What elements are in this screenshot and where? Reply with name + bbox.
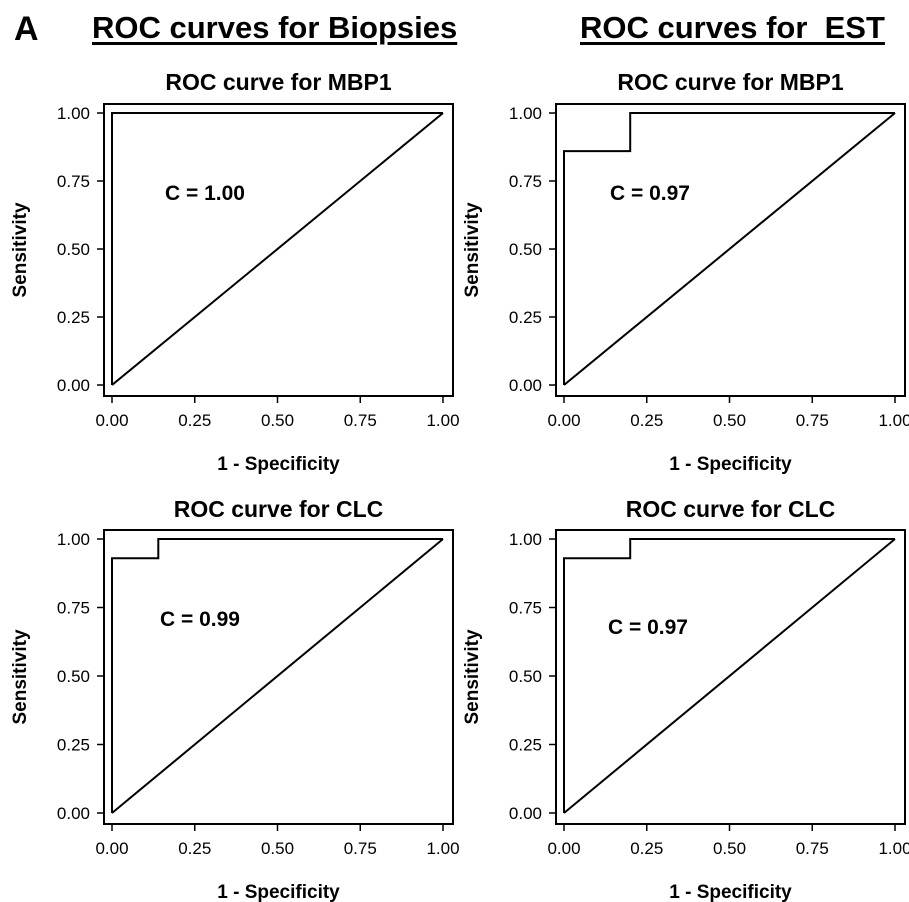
x-tick-label: 1.00 (426, 839, 459, 858)
x-tick-label: 0.50 (713, 411, 746, 430)
x-tick-label: 0.25 (178, 839, 211, 858)
y-tick-label: 0.00 (509, 376, 542, 395)
y-tick-label: 1.00 (509, 530, 542, 549)
x-tick-label: 0.75 (796, 839, 829, 858)
roc-curve-line (111, 538, 443, 813)
x-tick-label: 0.75 (344, 411, 377, 430)
x-tick-label: 0.25 (630, 411, 663, 430)
reference-diagonal-line (563, 538, 896, 814)
y-tick-label: 0.00 (509, 804, 542, 823)
roc-chart-1: ROC curve for MBP1 0.00 0.25 0.50 0.75 1.00 0.… (10, 69, 460, 475)
reference-diagonal-line (563, 112, 896, 386)
column-title-biopsies: ROC curves for Biopsies (92, 10, 458, 45)
y-tick-label: 0.75 (509, 172, 542, 191)
roc-chart-2: ROC curve for MBP1 0.00 0.25 0.50 0.75 1.00 0.… (462, 69, 909, 475)
x-tick-label: 1.00 (878, 411, 909, 430)
column-title-est: ROC curves for EST (580, 10, 885, 45)
plot-title: ROC curve for MBP1 (165, 69, 391, 95)
plot-title: ROC curve for MBP1 (617, 69, 843, 95)
y-tick-label: 0.25 (509, 736, 542, 755)
x-axis-label: 1 - Specificity (217, 454, 340, 475)
auc-annotation: C = 1.00 (165, 182, 245, 205)
y-tick-label: 0.00 (57, 804, 90, 823)
auc-annotation: C = 0.99 (160, 608, 240, 631)
y-tick-label: 0.75 (57, 599, 90, 618)
y-tick-label: 0.50 (57, 667, 90, 686)
roc-curve-line (563, 112, 895, 385)
auc-annotation: C = 0.97 (608, 616, 688, 639)
auc-annotation: C = 0.97 (610, 182, 690, 205)
roc-chart-3: ROC curve for CLC 0.00 0.25 0.50 0.75 1.00 0.0… (10, 496, 460, 902)
y-tick-label: 0.25 (57, 308, 90, 327)
x-tick-label: 0.50 (261, 839, 294, 858)
x-tick-label: 0.75 (796, 411, 829, 430)
y-tick-label: 0.25 (57, 736, 90, 755)
y-tick-label: 0.75 (509, 599, 542, 618)
x-tick-label: 0.50 (713, 839, 746, 858)
plot-frame (555, 529, 906, 825)
x-tick-label: 0.75 (344, 839, 377, 858)
y-tick-label: 0.50 (509, 240, 542, 259)
x-axis-label: 1 - Specificity (669, 454, 792, 475)
plot-frame (103, 529, 454, 825)
plot-title: ROC curve for CLC (174, 496, 384, 522)
x-tick-label: 0.00 (95, 839, 128, 858)
y-tick-label: 0.00 (57, 376, 90, 395)
reference-diagonal-line (111, 538, 444, 814)
x-tick-label: 0.25 (178, 411, 211, 430)
plot-title: ROC curve for CLC (626, 496, 836, 522)
x-tick-label: 0.00 (547, 839, 580, 858)
panel-letter: A (14, 10, 39, 48)
y-axis-label: Sensitivity (462, 629, 483, 724)
x-tick-label: 1.00 (878, 839, 909, 858)
x-tick-label: 0.00 (95, 411, 128, 430)
y-tick-label: 1.00 (57, 104, 90, 123)
y-axis-label: Sensitivity (462, 202, 483, 297)
x-tick-label: 1.00 (426, 411, 459, 430)
x-tick-label: 0.50 (261, 411, 294, 430)
plot-frame (103, 103, 454, 397)
y-tick-label: 0.75 (57, 172, 90, 191)
y-axis-label: Sensitivity (10, 629, 31, 724)
y-tick-label: 0.25 (509, 308, 542, 327)
x-tick-label: 0.25 (630, 839, 663, 858)
roc-curve-line (563, 538, 895, 813)
x-axis-label: 1 - Specificity (669, 882, 792, 902)
y-tick-label: 1.00 (509, 104, 542, 123)
reference-diagonal-line (111, 112, 444, 386)
x-tick-label: 0.00 (547, 411, 580, 430)
x-axis-label: 1 - Specificity (217, 882, 340, 902)
y-tick-label: 1.00 (57, 530, 90, 549)
y-tick-label: 0.50 (57, 240, 90, 259)
roc-chart-4: ROC curve for CLC 0.00 0.25 0.50 0.75 1.00 0.0… (462, 496, 909, 902)
plot-frame (555, 103, 906, 397)
roc-curve-line (111, 112, 443, 385)
y-tick-label: 0.50 (509, 667, 542, 686)
y-axis-label: Sensitivity (10, 202, 31, 297)
